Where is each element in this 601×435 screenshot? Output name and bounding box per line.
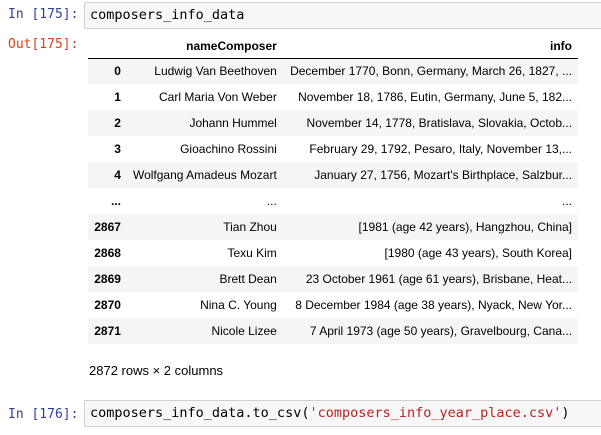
table-row: 2868 Texu Kim [1980 (age 43 years), South … (88, 240, 578, 266)
cell-name-composer: Gioachino Rossini (180, 142, 277, 156)
cell-info: [1981 (age 42 years), Hangzhou, China] (358, 220, 572, 234)
code-string-literal: 'composers_info_year_place.csv' (309, 405, 562, 421)
cell-info: February 29, 1792, Pesaro, Italy, Novemb… (309, 142, 572, 156)
column-header: info (282, 35, 578, 59)
row-index: 2 (114, 116, 121, 130)
row-index: 2867 (94, 220, 121, 234)
code-call: composers_info_data.to_csv( (90, 405, 310, 421)
cell-info: ... (561, 194, 572, 208)
cell-name-composer: Tian Zhou (223, 220, 277, 234)
code-input[interactable]: composers_info_data (84, 2, 601, 29)
output-area-175: Out[175]: (0, 30, 601, 390)
cell-name-composer: Wolfgang Amadeus Mozart (132, 168, 277, 182)
row-index: 0 (114, 64, 121, 79)
row-index: 1 (114, 90, 121, 104)
code-text: composers_info_data.to_csv('composers_in… (90, 405, 570, 421)
cell-info: November 18, 1786, Eutin, Germany, June … (298, 90, 572, 104)
cell-info: November 14, 1778, Bratislava, Slovakia,… (306, 116, 572, 130)
code-cell-175[interactable]: In [175]: composers_info_data (0, 0, 601, 30)
table-row: 2870 Nina C. Young 8 December 1984 (age 38… (88, 292, 578, 318)
cell-name-composer: Texu Kim (227, 246, 277, 260)
row-index: 4 (114, 168, 121, 182)
index-header (88, 35, 127, 59)
cell-name-composer: Nicole Lizee (211, 324, 277, 338)
code-input[interactable]: composers_info_data.to_csv('composers_in… (84, 400, 601, 427)
code-text: composers_info_data (90, 7, 245, 23)
in-prompt: In [175]: (8, 7, 79, 22)
code-closing-paren: ) (561, 405, 570, 421)
cell-info: 23 October 1961 (age 61 years), Brisbane… (305, 272, 572, 286)
dataframe-table: nameComposer info 0 Ludwig Van Beethoven D… (88, 35, 578, 344)
table-header-row: nameComposer info (88, 35, 578, 59)
cell-name-composer: Ludwig Van Beethoven (154, 64, 277, 79)
table-row: ......... (88, 188, 578, 214)
cell-name-composer: Johann Hummel (189, 116, 277, 130)
cell-info: 8 December 1984 (age 38 years), Nyack, N… (295, 298, 572, 312)
table-row: 2867 Tian Zhou [1981 (age 42 years), Hangz… (88, 214, 578, 240)
row-index: 2869 (94, 272, 121, 286)
cell-info: January 27, 1756, Mozart's Birthplace, S… (314, 168, 572, 182)
in-prompt: In [176]: (8, 407, 79, 422)
table-row: 2869 Brett Dean 23 October 1961 (age 61 ye… (88, 266, 578, 292)
row-index: 2871 (94, 324, 121, 338)
cell-info: [1980 (age 43 years), South Korea] (384, 246, 572, 260)
cell-name-composer: Nina C. Young (200, 298, 277, 312)
cell-name-composer: Brett Dean (219, 272, 277, 286)
table-row: 1 Carl Maria Von Weber November 18, 1786, … (88, 84, 578, 110)
cell-name-composer: Carl Maria Von Weber (158, 90, 277, 104)
table-row: 4 Wolfgang Amadeus Mozart January 27, 1756… (88, 162, 578, 188)
cell-info: December 1770, Bonn, Germany, March 26, … (290, 64, 572, 79)
row-index: ... (110, 194, 121, 208)
row-index: 2868 (94, 246, 121, 260)
row-index: 2870 (94, 298, 121, 312)
code-cell-176[interactable]: In [176]: composers_info_data.to_csv('co… (0, 400, 601, 430)
column-header: nameComposer (126, 35, 283, 59)
dataframe-shape: 2872 rows × 2 columns (89, 363, 224, 378)
cell-name-composer: ... (266, 194, 277, 208)
table-row: 3 Gioachino Rossini February 29, 1792, Pes… (88, 136, 578, 162)
out-prompt: Out[175]: (8, 37, 79, 52)
table-row: 2871 Nicole Lizee 7 April 1973 (age 50 yea… (88, 318, 578, 344)
table-row: 0 Ludwig Van Beethoven December 1770, Bonn… (88, 58, 578, 84)
table-row: 2 Johann Hummel November 14, 1778, Bratisl… (88, 110, 578, 136)
row-index: 3 (114, 142, 121, 156)
cell-info: 7 April 1973 (age 50 years), Gravelbourg… (309, 324, 572, 338)
